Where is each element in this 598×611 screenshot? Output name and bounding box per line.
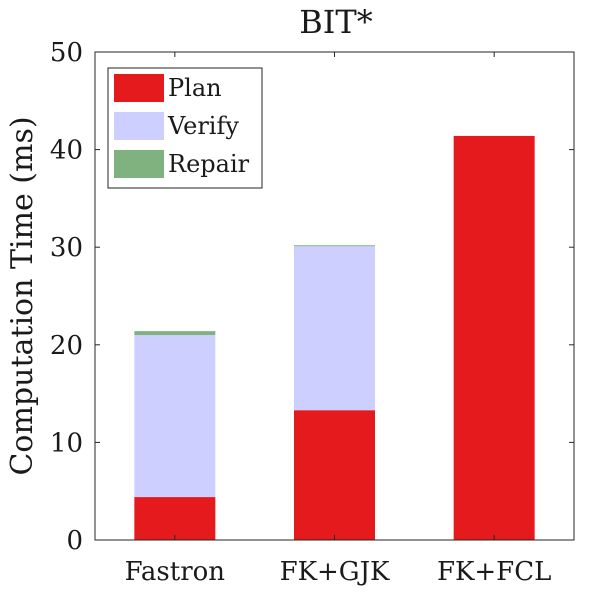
legend-label-repair: Repair [168,150,250,178]
bar-repair-2 [294,245,375,247]
y-tick-label: 50 [50,38,83,68]
legend-label-verify: Verify [167,112,239,140]
legend-swatch-verify [114,112,164,140]
bars-layer [134,135,535,540]
legend-swatch-plan [114,74,164,102]
y-tick-label: 20 [50,331,83,361]
chart-title: BIT* [299,3,373,41]
legend: Plan Verify Repair [107,67,263,189]
legend-swatch-repair [114,150,164,178]
bar-plan-3 [453,135,535,540]
y-tick-label: 0 [66,526,83,556]
legend-label-plan: Plan [168,74,222,102]
y-axis-label: Computation Time (ms) [5,116,40,475]
y-tick-label: 30 [50,233,83,263]
x-tick-label: FK+FCL [437,557,551,587]
y-tick-label: 40 [50,136,83,166]
x-tick-label: FK+GJK [280,557,390,587]
bar-repair-1 [134,331,216,336]
bar-plan-1 [134,497,216,540]
axes-layer: Fastron FK+GJK FK+FCL 0 10 20 30 40 50 [50,38,575,587]
x-tick-label: Fastron [125,557,226,587]
bar-verify-1 [134,335,216,498]
bar-plan-2 [294,410,375,540]
y-tick-label: 10 [50,428,83,458]
bar-verify-2 [294,246,375,411]
